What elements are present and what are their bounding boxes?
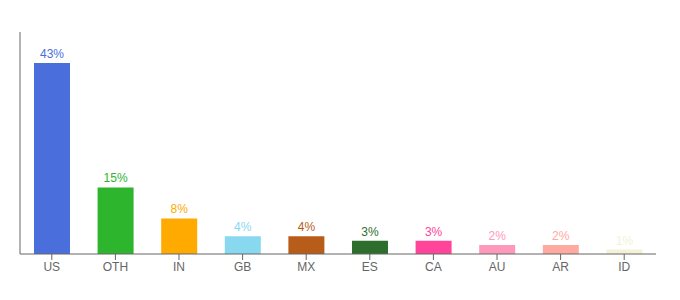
svg-text:2%: 2% bbox=[489, 229, 507, 243]
svg-text:2%: 2% bbox=[552, 229, 570, 243]
svg-text:3%: 3% bbox=[425, 225, 443, 239]
svg-text:3%: 3% bbox=[361, 225, 379, 239]
svg-text:43%: 43% bbox=[40, 47, 64, 61]
svg-text:1%: 1% bbox=[616, 234, 634, 248]
svg-text:IN: IN bbox=[173, 260, 185, 274]
svg-text:4%: 4% bbox=[234, 220, 252, 234]
svg-text:4%: 4% bbox=[298, 220, 316, 234]
svg-text:15%: 15% bbox=[104, 171, 128, 185]
svg-text:US: US bbox=[43, 260, 60, 274]
svg-text:AR: AR bbox=[552, 260, 569, 274]
svg-text:CA: CA bbox=[425, 260, 442, 274]
svg-text:MX: MX bbox=[297, 260, 315, 274]
svg-text:AU: AU bbox=[489, 260, 506, 274]
svg-text:OTH: OTH bbox=[103, 260, 128, 274]
svg-text:GB: GB bbox=[234, 260, 251, 274]
svg-text:ID: ID bbox=[618, 260, 630, 274]
svg-text:ES: ES bbox=[362, 260, 378, 274]
svg-text:8%: 8% bbox=[171, 202, 189, 216]
